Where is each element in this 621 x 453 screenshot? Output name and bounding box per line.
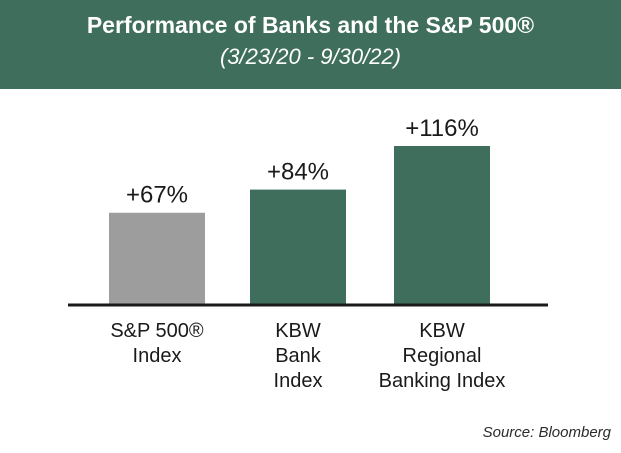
category-label-3-line-1: KBW [419,320,465,342]
category-label-2-line-1: KBW [275,320,321,342]
category-label-2-line-3: Index [274,370,323,392]
chart-title: Performance of Banks and the S&P 500® [86,12,535,38]
data-label-1: +67% [126,182,188,209]
bar-2 [250,189,346,304]
category-label-2-line-2: Bank [275,345,322,367]
category-label-3-line-3: Banking Index [379,370,506,392]
chart-subtitle: (3/23/20 - 9/30/22) [219,44,401,69]
data-label-2: +84% [267,159,329,186]
category-label-1-line-2: Index [133,345,182,367]
bar-1 [109,212,205,304]
chart-header: Performance of Banks and the S&P 500® (3… [0,0,621,89]
source-note: Source: Bloomberg [482,424,611,441]
bar-chart: +67% S&P 500® Index +84% KBW Bank Index +116% KB… [68,115,548,392]
category-label-1-line-1: S&P 500® [110,320,204,342]
data-label-3: +116% [405,115,479,142]
category-label-3-line-2: Regional [403,345,482,367]
bar-3 [394,146,490,304]
